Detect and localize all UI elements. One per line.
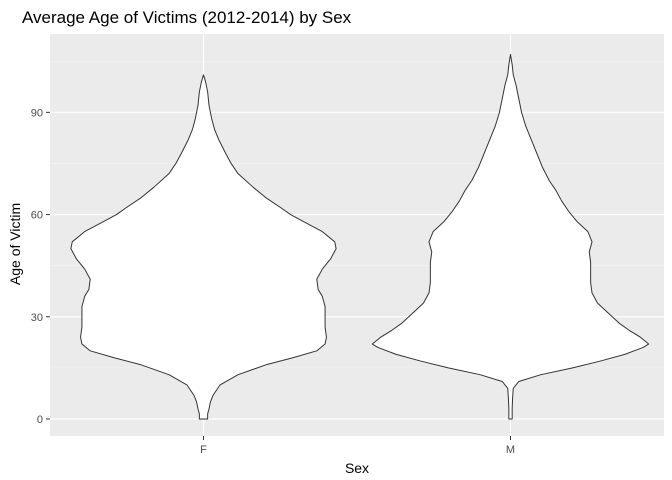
x-tick-label-F: F [200, 444, 207, 456]
y-tick-label: 0 [37, 414, 43, 426]
y-tick-label: 60 [31, 210, 43, 222]
y-tick-label: 30 [31, 312, 43, 324]
x-tick-label-M: M [506, 444, 515, 456]
y-axis: 0 30 60 90 [31, 107, 50, 426]
violin-M [371, 53, 650, 420]
y-tick-label: 90 [31, 107, 43, 119]
x-axis-title: Sex [345, 460, 369, 476]
y-axis-title: Age of Victim [7, 203, 23, 285]
chart-title: Average Age of Victims (2012-2014) by Se… [22, 8, 352, 27]
violin-F [70, 74, 337, 420]
violins [70, 53, 650, 420]
